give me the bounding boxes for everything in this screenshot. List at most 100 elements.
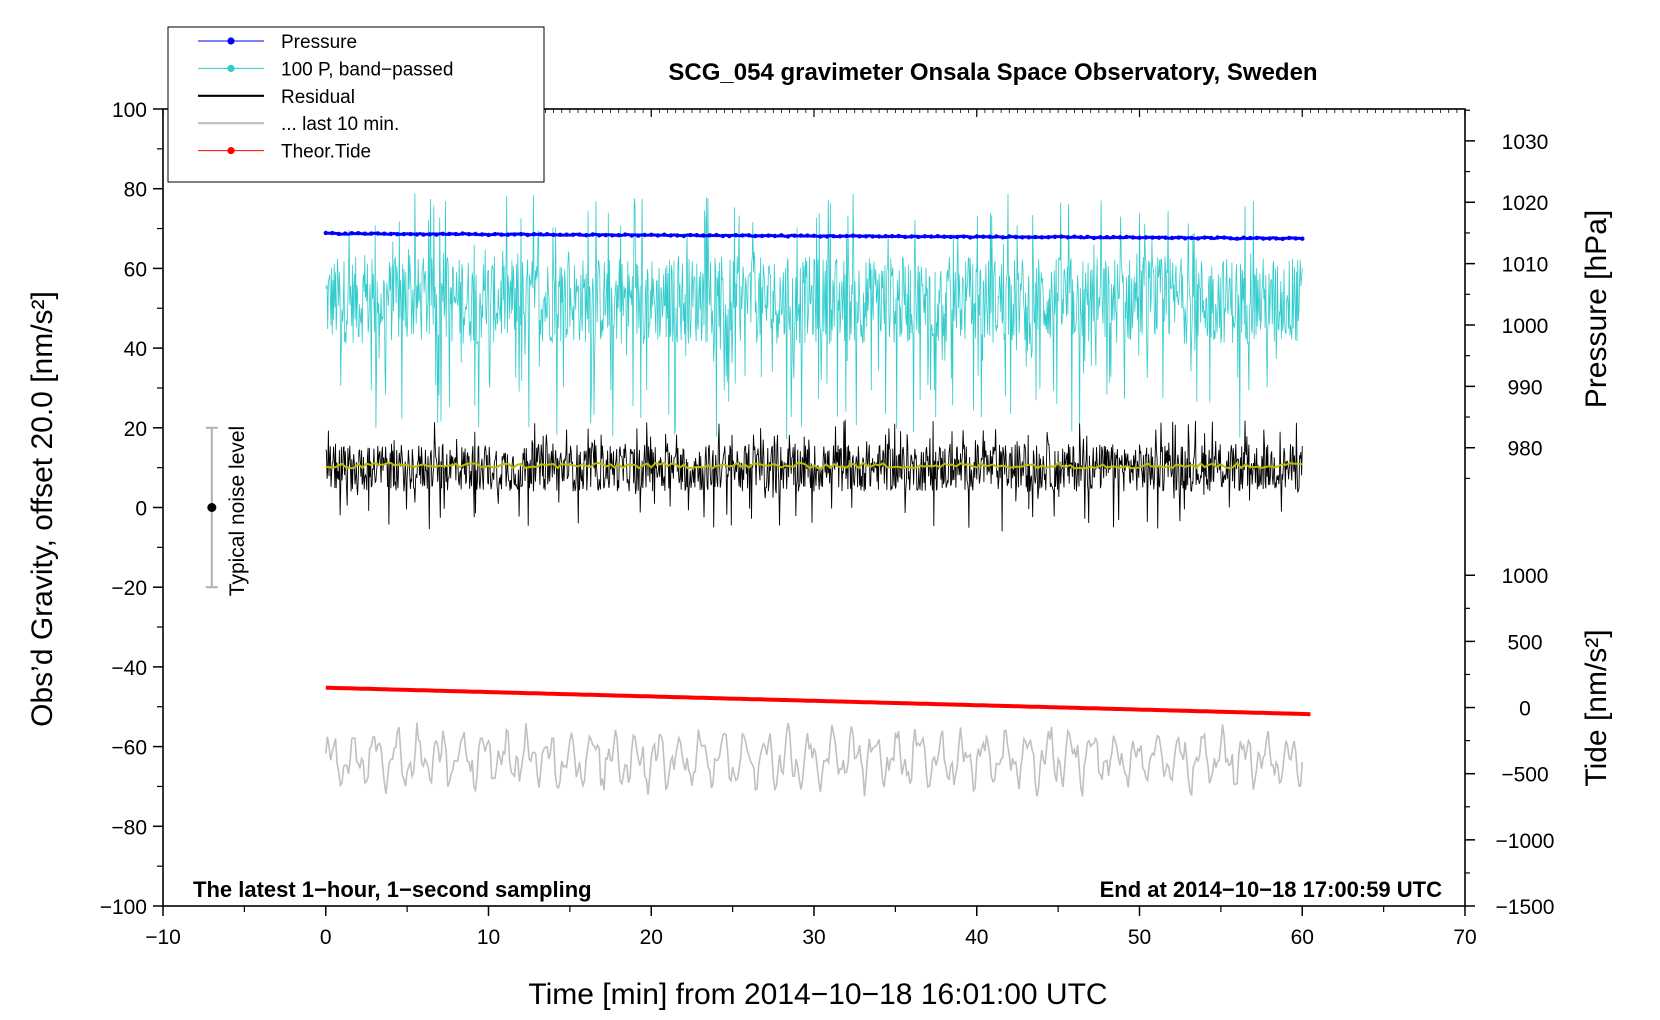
- pressure-point: [889, 234, 895, 239]
- y-tick-label: −60: [111, 737, 147, 760]
- pressure-point: [597, 233, 602, 238]
- pressure-point: [811, 233, 817, 238]
- x-tick-label: −10: [145, 926, 181, 949]
- note-end-time: End at 2014−10−18 17:00:59 UTC: [1100, 877, 1443, 902]
- pressure-point: [1039, 235, 1045, 240]
- series-residual-smoothed-line: [325, 461, 1303, 470]
- pressure-point: [870, 234, 875, 239]
- pressure-point: [649, 232, 654, 237]
- pressure-point: [942, 234, 947, 239]
- legend-label: Residual: [281, 87, 355, 108]
- pressure-point: [792, 233, 797, 238]
- noise-bar-center-dot: [207, 503, 217, 512]
- pressure-point: [1248, 235, 1253, 241]
- pressure-point: [395, 232, 400, 237]
- pressure-point: [584, 233, 589, 238]
- pressure-point: [1065, 235, 1071, 240]
- pressure-point: [460, 231, 465, 236]
- pressure-point: [1156, 235, 1162, 240]
- pressure-point: [968, 235, 973, 240]
- pressure-point: [479, 232, 485, 237]
- pressure-point: [974, 234, 979, 239]
- pressure-point: [916, 234, 921, 240]
- pressure-point: [1221, 235, 1227, 240]
- x-tick-label: 60: [1291, 926, 1314, 949]
- pressure-point: [766, 233, 771, 238]
- pressure-point: [388, 231, 394, 237]
- pressure-point: [499, 232, 504, 237]
- pressure-point: [935, 234, 940, 239]
- pressure-point: [356, 231, 361, 236]
- pressure-point: [1287, 235, 1292, 241]
- legend-entry: Theor.Tide: [198, 142, 371, 163]
- pressure-point: [1189, 235, 1194, 241]
- pressure-point: [896, 233, 901, 239]
- x-tick-label: 40: [965, 926, 988, 949]
- pressure-point: [909, 234, 914, 239]
- pressure-point: [1228, 236, 1233, 241]
- legend-swatch-dot: [227, 37, 235, 45]
- pressure-point: [1059, 234, 1064, 239]
- pressure-point: [1293, 236, 1298, 241]
- axes: −10 0 10 20 30 40 50 60 70100806040200−20−40−60−…: [100, 99, 1555, 949]
- pressure-point: [1143, 235, 1149, 240]
- x-tick-label: 0: [320, 926, 332, 949]
- pressure-point: [564, 232, 569, 237]
- pressure-point: [610, 233, 615, 238]
- pressure-point: [1033, 234, 1038, 240]
- legend-label: Theor.Tide: [281, 142, 371, 163]
- pressure-point: [1176, 235, 1181, 240]
- pressure-point: [1169, 235, 1175, 241]
- pressure-tick-label: 980: [1507, 438, 1542, 461]
- pressure-point: [1195, 236, 1201, 241]
- tide-tick-label: 1000: [1502, 565, 1549, 588]
- pressure-point: [1085, 234, 1090, 239]
- pressure-point: [1072, 234, 1077, 239]
- pressure-point: [1000, 235, 1005, 240]
- pressure-point: [857, 234, 862, 239]
- pressure-point: [1013, 234, 1018, 240]
- tide-tick-label: −1000: [1496, 830, 1555, 853]
- pressure-point: [375, 231, 380, 236]
- pressure-tick-label: 1000: [1502, 315, 1549, 338]
- pressure-point: [538, 232, 543, 237]
- pressure-point: [1254, 235, 1259, 241]
- pressure-point: [694, 233, 699, 238]
- y-tick-label: −100: [100, 896, 147, 919]
- legend-box: [167, 26, 545, 183]
- pressure-point: [343, 231, 348, 236]
- legend-label: ... last 10 min.: [281, 114, 399, 135]
- legend-entry: Pressure: [198, 32, 357, 53]
- pressure-point: [1026, 235, 1032, 240]
- pressure-point: [336, 231, 341, 237]
- pressure-point: [623, 232, 628, 237]
- pressure-tick-label: 1030: [1502, 131, 1549, 154]
- pressure-point: [850, 233, 856, 238]
- pressure-point: [831, 234, 836, 239]
- pressure-point: [1163, 235, 1168, 240]
- x-axis-label: Time [min] from 2014−10−18 16:01:00 UTC: [528, 978, 1107, 1011]
- pressure-point: [876, 234, 882, 239]
- pressure-point: [453, 231, 459, 237]
- pressure-point: [505, 232, 511, 237]
- pressure-point: [759, 233, 765, 239]
- pressure-point: [1241, 235, 1246, 240]
- legend: Pressure 100 P, band−passed Residual ... la…: [167, 26, 545, 183]
- pressure-point: [1052, 234, 1058, 239]
- pressure-point: [961, 234, 966, 239]
- y-tick-label: 40: [124, 338, 147, 361]
- pressure-point: [655, 233, 660, 238]
- pressure-point: [929, 234, 934, 239]
- series-bandpassed-line: [325, 193, 1303, 440]
- series-last10min-line: [325, 722, 1304, 797]
- y-tick-label: 80: [124, 179, 147, 202]
- note-sampling: The latest 1−hour, 1−second sampling: [193, 877, 592, 902]
- pressure-point: [675, 233, 680, 238]
- pressure-point: [551, 232, 556, 237]
- legend-swatch-dot: [227, 64, 235, 72]
- noise-bar-label: Typical noise level: [226, 426, 249, 596]
- y-tick-label: −40: [111, 657, 147, 680]
- pressure-point: [720, 233, 726, 239]
- pressure-point: [1300, 236, 1305, 241]
